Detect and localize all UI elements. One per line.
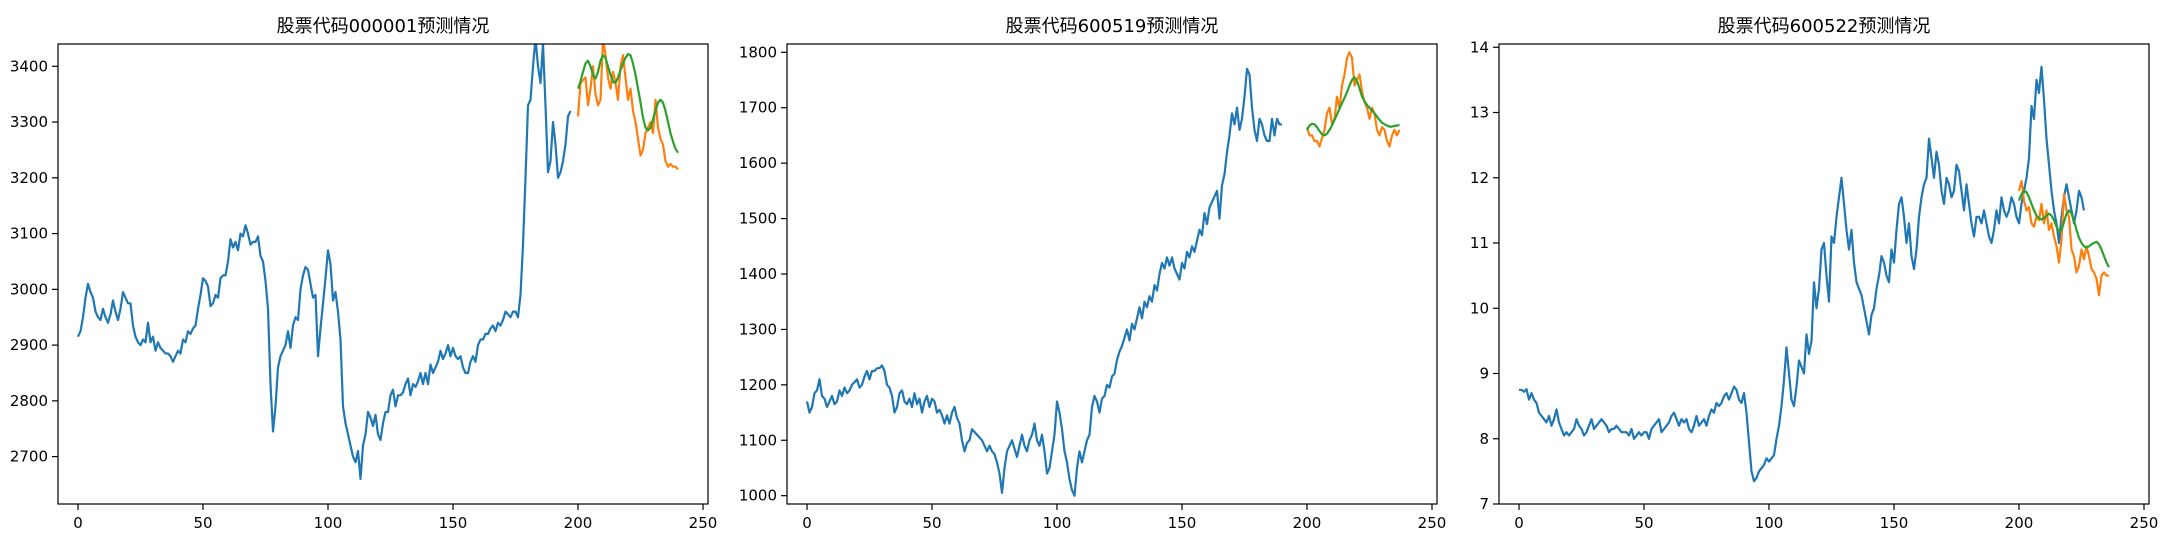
y-tick-label: 3400 (10, 57, 48, 75)
y-tick-label: 1100 (739, 431, 777, 449)
y-tick-label: 1000 (739, 487, 777, 505)
x-tick-label: 100 (1043, 514, 1072, 532)
y-tick-label: 1200 (739, 376, 777, 394)
chart-title: 股票代码600519预测情况 (1006, 16, 1219, 37)
x-tick-label: 200 (1293, 514, 1322, 532)
series-prediction-line (1306, 76, 1400, 137)
series-test-actual-line (1305, 51, 1401, 148)
series-history-line (76, 44, 572, 480)
y-tick-label: 12 (1470, 169, 1489, 187)
x-tick-label: 50 (922, 514, 941, 532)
x-tick-label: 150 (1880, 514, 1909, 532)
y-tick-label: 10 (1470, 299, 1489, 317)
x-tick-label: 0 (73, 514, 83, 532)
y-tick-label: 1700 (739, 99, 777, 117)
y-tick-label: 3100 (10, 225, 48, 243)
chart-title: 股票代码000001预测情况 (277, 16, 490, 37)
y-tick-label: 1800 (739, 43, 777, 61)
series-prediction-line (576, 52, 679, 154)
y-tick-label: 8 (1479, 430, 1489, 448)
axes-frame (1498, 43, 2150, 505)
y-tick-label: 1600 (739, 154, 777, 172)
panel-stock-000001: 股票代码000001预测情况 0 50 100 150 200 250 2700 2800 290… (10, 16, 718, 532)
x-tick-label: 150 (1168, 514, 1197, 532)
series-test-actual-line (576, 44, 679, 171)
x-tick-label: 0 (802, 514, 812, 532)
series-prediction-line (2017, 189, 2110, 268)
series-history-line (1519, 65, 2086, 483)
x-tick-label: 250 (2130, 514, 2159, 532)
chart-title: 股票代码600522预测情况 (1718, 16, 1931, 37)
axes-frame (57, 43, 709, 505)
y-tick-label: 1500 (739, 210, 777, 228)
y-tick-label: 14 (1470, 38, 1489, 56)
panel-stock-600522: 股票代码600522预测情况 0 50 100 150 200 250 7 8 9 10 11 12 13… (1470, 16, 2158, 532)
y-tick-label: 7 (1479, 495, 1489, 513)
y-tick-label: 1300 (739, 320, 777, 338)
y-tick-label: 1400 (739, 265, 777, 283)
panel-stock-600519: 股票代码600519预测情况 0 50 100 150 200 250 1000 1100 120… (739, 16, 1447, 532)
y-tick-label: 3000 (10, 280, 48, 298)
x-tick-label: 250 (689, 514, 718, 532)
y-tick-label: 2800 (10, 392, 48, 410)
axes-frame (786, 43, 1438, 505)
x-tick-label: 100 (314, 514, 343, 532)
y-tick-label: 3200 (10, 169, 48, 187)
x-tick-label: 200 (564, 514, 593, 532)
series-test-actual-line (2017, 179, 2109, 297)
y-tick-label: 11 (1470, 234, 1489, 252)
x-tick-label: 100 (1755, 514, 1784, 532)
x-tick-label: 0 (1514, 514, 1524, 532)
y-tick-label: 2900 (10, 336, 48, 354)
series-history-line (805, 67, 1282, 497)
y-tick-label: 3300 (10, 113, 48, 131)
x-tick-label: 150 (439, 514, 468, 532)
y-tick-label: 2700 (10, 448, 48, 466)
x-tick-label: 250 (1418, 514, 1447, 532)
y-tick-label: 9 (1479, 365, 1489, 383)
x-tick-label: 50 (1634, 514, 1653, 532)
y-tick-label: 13 (1470, 104, 1489, 122)
x-tick-label: 200 (2005, 514, 2034, 532)
x-tick-label: 50 (193, 514, 212, 532)
